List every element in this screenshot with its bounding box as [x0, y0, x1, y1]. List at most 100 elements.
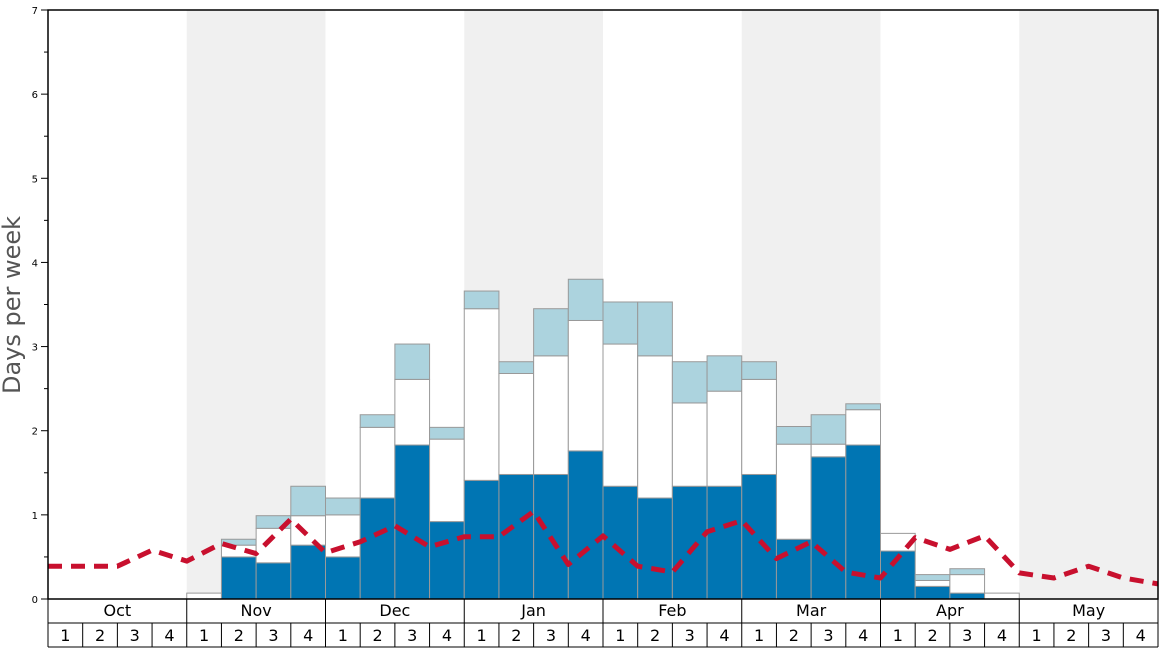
bar-feb-2-white: [637, 355, 673, 499]
y-axis-label: Days per week: [0, 216, 26, 394]
bar-mar-4-white: [845, 409, 881, 446]
bar-jan-2-dark: [498, 473, 535, 600]
week-label: 1: [338, 626, 348, 645]
week-label: 1: [199, 626, 209, 645]
bar-mar-3-white: [810, 443, 847, 458]
month-label-apr: Apr: [936, 601, 964, 620]
week-label: 2: [234, 626, 244, 645]
bar-apr-4-white: [984, 592, 1020, 600]
bar-feb-1-light: [602, 301, 639, 345]
bar-apr-2-white: [914, 579, 951, 587]
week-label: 4: [719, 626, 729, 645]
bar-nov-4-white: [290, 515, 326, 546]
bar-apr-3-light: [949, 568, 986, 576]
bar-apr-2-light: [914, 574, 951, 581]
month-label-dec: Dec: [379, 601, 410, 620]
bar-dec-3-light: [394, 343, 431, 380]
month-label-oct: Oct: [104, 601, 132, 620]
bar-dec-1-white: [325, 514, 361, 558]
bar-jan-3-white: [533, 355, 569, 475]
week-label: 1: [60, 626, 70, 645]
week-label: 4: [303, 626, 313, 645]
week-label: 1: [893, 626, 903, 645]
dashed-line-layer: [48, 509, 1159, 587]
bar-dec-4-white: [429, 438, 465, 523]
week-label: 4: [858, 626, 868, 645]
week-label: 2: [650, 626, 660, 645]
month-label-mar: Mar: [796, 601, 827, 620]
bar-dec-2-white: [359, 426, 396, 499]
week-label: 4: [1136, 626, 1146, 645]
x-axis: Oct Nov Dec Jan Feb Mar Apr May 1 2 3 4 1 2 3 4 1 2 3 4 1 2 3 4…: [47, 599, 1159, 648]
bar-dec-4-light: [429, 426, 465, 440]
week-label: 2: [1066, 626, 1076, 645]
y-tick-label: 2: [32, 427, 38, 438]
bar-dec-1-dark: [325, 556, 361, 600]
week-label: 3: [268, 626, 278, 645]
week-label: 3: [1101, 626, 1111, 645]
bar-nov-3-dark: [255, 562, 292, 600]
bar-jan-1-light: [463, 290, 500, 310]
bar-mar-4-light: [845, 403, 881, 411]
week-label: 2: [95, 626, 105, 645]
month-label-may: May: [1072, 601, 1105, 620]
bar-nov-1-white: [186, 592, 222, 600]
bar-dec-2-dark: [359, 497, 396, 600]
y-tick-label: 6: [32, 90, 38, 101]
week-label: 1: [615, 626, 625, 645]
bar-mar-3-light: [810, 414, 847, 445]
week-label: 1: [1032, 626, 1042, 645]
bar-dec-3-white: [394, 378, 431, 446]
bar-apr-2-dark: [914, 585, 951, 600]
bar-mar-2-white: [775, 443, 812, 540]
week-label: 4: [442, 626, 452, 645]
y-tick-label: 0: [32, 595, 38, 606]
week-label: 3: [962, 626, 972, 645]
week-label: 4: [164, 626, 174, 645]
week-label: 3: [546, 626, 556, 645]
bar-mar-1-dark: [741, 473, 777, 600]
week-label: 4: [997, 626, 1007, 645]
bar-feb-3-dark: [671, 485, 708, 600]
week-label: 3: [407, 626, 417, 645]
bar-nov-3-white: [255, 527, 292, 564]
y-tick-label: 5: [32, 174, 38, 185]
bar-feb-3-white: [671, 402, 708, 487]
bar-feb-1-dark: [602, 485, 639, 600]
week-label: 2: [927, 626, 937, 645]
bar-jan-1-dark: [463, 479, 500, 600]
week-label: 4: [581, 626, 591, 645]
y-axis: 0 1 2 3 4 5 6 7: [32, 6, 48, 606]
bar-dec-1-light: [325, 497, 361, 516]
week-label: 2: [372, 626, 382, 645]
bar-mar-2-dark: [775, 538, 812, 600]
y-tick-label: 7: [32, 6, 38, 17]
bar-feb-1-white: [602, 343, 639, 487]
week-label: 1: [754, 626, 764, 645]
bar-apr-3-white: [949, 574, 986, 594]
bar-apr-3-dark: [949, 592, 986, 600]
bar-jan-3-light: [533, 308, 569, 357]
bar-jan-4-dark: [567, 450, 604, 600]
bar-dec-4-dark: [429, 521, 465, 600]
bars: [186, 278, 1020, 600]
dashed-line: [48, 509, 1159, 587]
bar-nov-2-dark: [220, 556, 257, 600]
week-label: 3: [823, 626, 833, 645]
month-label-feb: Feb: [658, 601, 686, 620]
week-label: 2: [511, 626, 521, 645]
bar-nov-4-light: [290, 485, 326, 517]
bar-feb-2-dark: [637, 497, 673, 600]
bar-jan-2-white: [498, 372, 535, 475]
bar-mar-3-dark: [810, 456, 847, 600]
month-band-may: [1019, 10, 1158, 599]
bar-jan-4-white: [567, 319, 604, 452]
bar-feb-4-white: [706, 390, 743, 487]
bar-dec-3-dark: [394, 444, 431, 600]
week-label: 1: [477, 626, 487, 645]
bar-jan-4-light: [567, 278, 604, 321]
bar-mar-1-light: [741, 361, 777, 380]
y-tick-label: 1: [32, 511, 38, 522]
month-label-jan: Jan: [520, 601, 546, 620]
